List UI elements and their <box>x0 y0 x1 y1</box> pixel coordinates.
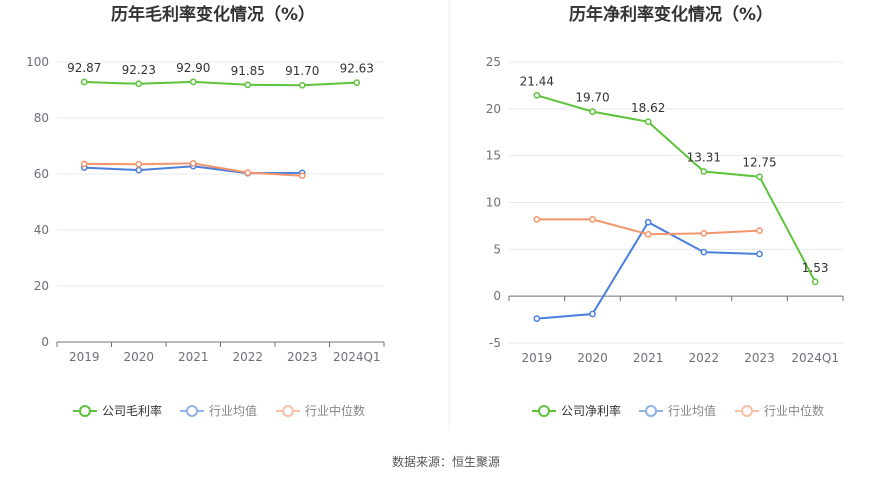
data-point[interactable] <box>700 168 708 175</box>
legend-marker <box>538 405 550 417</box>
data-source-note: 数据来源：恒生聚源 <box>392 454 500 469</box>
x-tick-label: 2024Q1 <box>333 350 381 364</box>
data-point[interactable] <box>244 81 252 89</box>
y-tick-label: 5 <box>493 242 501 256</box>
data-point[interactable] <box>589 310 596 318</box>
data-point[interactable] <box>80 78 88 86</box>
x-tick-label: 2022 <box>689 351 720 365</box>
data-label: 92.23 <box>122 63 156 77</box>
legend-label: 公司毛利率 <box>102 403 162 418</box>
data-point[interactable] <box>135 160 143 168</box>
y-tick-label: -5 <box>489 336 501 350</box>
y-tick-label: 20 <box>34 279 49 293</box>
x-tick-label: 2021 <box>178 350 209 364</box>
x-tick-label: 2022 <box>232 350 263 364</box>
chart-title: 历年毛利率变化情况（%） <box>111 4 315 25</box>
legend-label: 行业均值 <box>668 403 716 418</box>
y-tick-label: 100 <box>26 55 49 69</box>
data-label: 1.53 <box>802 261 829 275</box>
x-tick-label: 2019 <box>69 350 100 364</box>
data-point[interactable] <box>811 278 819 286</box>
data-point[interactable] <box>80 160 88 168</box>
data-label: 92.90 <box>176 61 210 75</box>
y-tick-label: 80 <box>34 111 49 125</box>
data-point[interactable] <box>298 81 306 89</box>
data-point[interactable] <box>589 216 596 223</box>
chart-title: 历年净利率变化情况（%） <box>569 4 773 25</box>
legend-marker <box>741 405 753 417</box>
legend-item[interactable]: 公司毛利率 <box>73 403 162 418</box>
x-tick-label: 2020 <box>577 351 608 365</box>
data-point[interactable] <box>135 80 143 88</box>
y-tick-label: 10 <box>486 196 501 210</box>
x-tick-label: 2023 <box>287 350 318 364</box>
legend-marker <box>645 405 657 417</box>
series-line <box>536 94 817 283</box>
series-line <box>84 80 357 87</box>
legend-item[interactable]: 行业中位数 <box>276 403 365 418</box>
y-tick-label: 15 <box>486 149 501 163</box>
data-point[interactable] <box>756 173 763 181</box>
data-point[interactable] <box>533 91 541 99</box>
x-tick-label: 2019 <box>522 351 553 365</box>
legend-item[interactable]: 公司净利率 <box>532 403 621 418</box>
data-point[interactable] <box>644 118 652 126</box>
data-point[interactable] <box>533 315 541 322</box>
data-point[interactable] <box>700 230 708 237</box>
legend-label: 行业中位数 <box>305 403 365 418</box>
legend-marker <box>282 405 294 417</box>
data-label: 92.87 <box>67 61 101 75</box>
data-label: 13.31 <box>687 150 721 164</box>
data-label: 91.85 <box>231 64 265 78</box>
data-label: 18.62 <box>631 101 665 115</box>
y-tick-label: 20 <box>486 102 501 116</box>
data-label: 19.70 <box>575 91 609 105</box>
data-point[interactable] <box>298 172 306 180</box>
data-point[interactable] <box>189 78 197 86</box>
y-tick-label: 25 <box>486 55 501 69</box>
legend-marker <box>186 405 198 417</box>
data-point[interactable] <box>353 79 361 86</box>
data-point[interactable] <box>644 218 652 226</box>
net-margin-chart: 历年净利率变化情况（%） -5 0 5 10 15 20 25 2019 2020 2021 2022… <box>486 4 844 418</box>
data-label: 21.44 <box>520 74 554 88</box>
y-tick-label: 0 <box>493 289 501 303</box>
data-point[interactable] <box>756 250 763 258</box>
data-point[interactable] <box>589 108 596 115</box>
y-tick-label: 60 <box>34 167 49 181</box>
x-tick-label: 2024Q1 <box>791 351 839 365</box>
x-tick-label: 2021 <box>633 351 664 365</box>
legend-label: 公司净利率 <box>561 403 621 418</box>
gross-margin-chart: 历年毛利率变化情况（%） 0 20 40 60 80 100 2019 2020 2021 2022… <box>26 4 385 418</box>
data-label: 12.75 <box>742 156 776 170</box>
legend-item[interactable]: 行业均值 <box>639 403 716 418</box>
x-tick-label: 2020 <box>123 350 154 364</box>
y-tick-label: 40 <box>34 223 49 237</box>
legend-label: 行业中位数 <box>764 403 824 418</box>
x-tick-label: 2023 <box>744 351 775 365</box>
data-point[interactable] <box>644 230 652 238</box>
legend-label: 行业均值 <box>209 403 257 418</box>
data-point[interactable] <box>533 216 541 223</box>
data-label: 91.70 <box>285 64 319 78</box>
data-point[interactable] <box>700 248 708 256</box>
legend-item[interactable]: 行业中位数 <box>735 403 824 418</box>
legend-marker <box>79 405 91 417</box>
y-tick-label: 0 <box>41 335 49 349</box>
data-label: 92.63 <box>340 62 374 76</box>
data-point[interactable] <box>244 169 252 176</box>
data-point[interactable] <box>135 166 143 174</box>
legend-item[interactable]: 行业均值 <box>180 403 257 418</box>
data-point[interactable] <box>189 160 197 167</box>
data-point[interactable] <box>756 227 763 234</box>
